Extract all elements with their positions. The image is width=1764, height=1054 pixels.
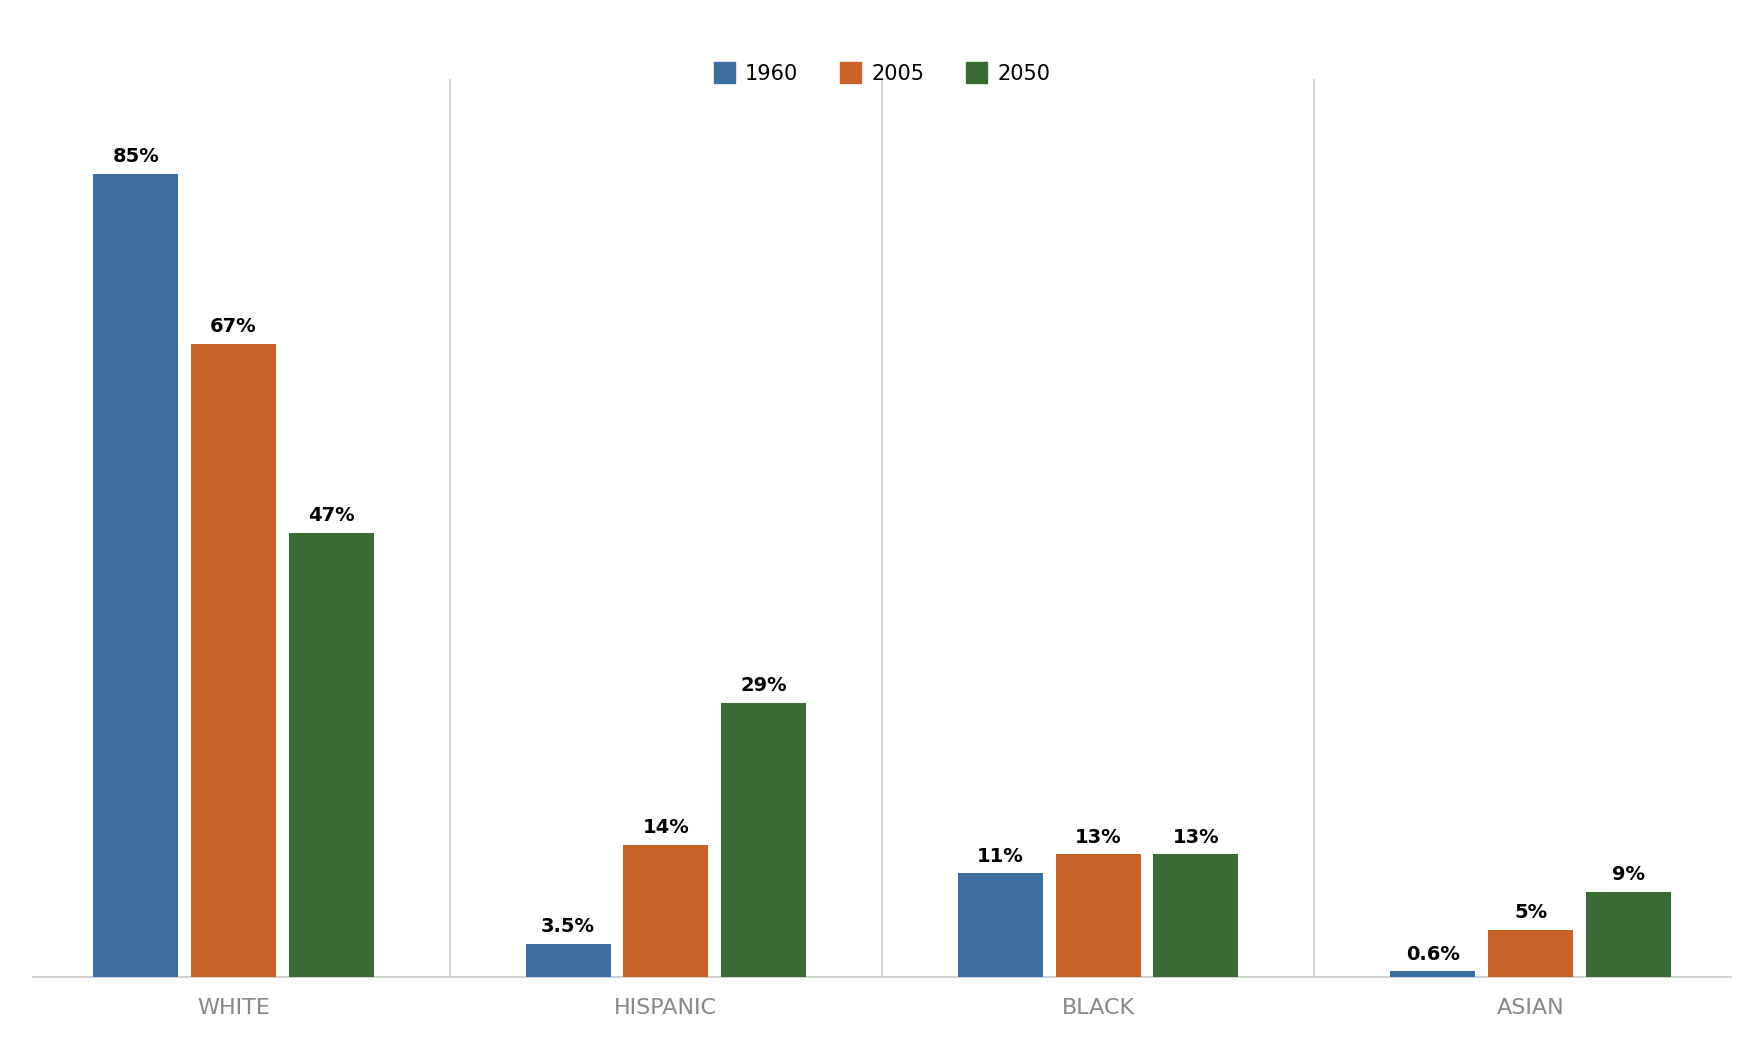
Bar (958, 873, 1043, 977)
Bar (623, 844, 709, 977)
Bar (1154, 854, 1238, 977)
Text: 13%: 13% (1074, 827, 1122, 846)
Bar (526, 944, 610, 977)
Bar (1489, 930, 1573, 977)
Bar (289, 533, 374, 977)
Text: 11%: 11% (977, 846, 1023, 865)
Text: 9%: 9% (1612, 865, 1644, 884)
Bar (93, 174, 178, 977)
Text: 13%: 13% (1173, 827, 1219, 846)
Bar (1586, 892, 1671, 977)
Text: 67%: 67% (210, 317, 258, 336)
Legend: 1960, 2005, 2050: 1960, 2005, 2050 (706, 54, 1058, 92)
Text: 29%: 29% (741, 677, 787, 696)
Bar (1390, 972, 1475, 977)
Text: 14%: 14% (642, 818, 690, 837)
Text: 3.5%: 3.5% (542, 917, 594, 936)
Bar (721, 703, 806, 977)
Text: 85%: 85% (113, 148, 159, 167)
Text: 0.6%: 0.6% (1406, 944, 1461, 963)
Bar (1055, 854, 1141, 977)
Text: 47%: 47% (307, 506, 355, 525)
Text: 5%: 5% (1514, 903, 1547, 922)
Bar (191, 344, 275, 977)
